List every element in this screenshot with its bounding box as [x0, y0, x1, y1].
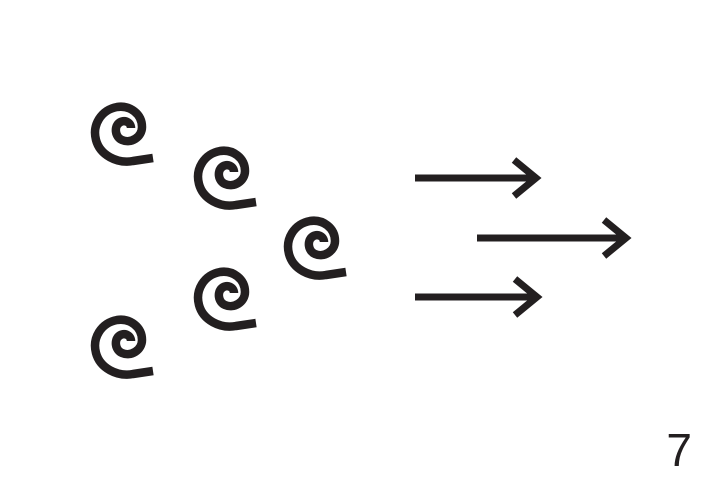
spiral-swirl-icon: [288, 221, 346, 276]
right-arrow-icon: [415, 157, 542, 199]
spiral-swirl-icon: [198, 151, 256, 206]
spiral-swirl-icon: [95, 107, 153, 162]
page-number: 7: [666, 424, 692, 476]
spiral-swirl-icon: [198, 272, 256, 327]
spiral-swirl-icon: [95, 320, 153, 375]
right-arrow-icon: [477, 217, 632, 259]
right-arrow-icon: [415, 276, 543, 318]
